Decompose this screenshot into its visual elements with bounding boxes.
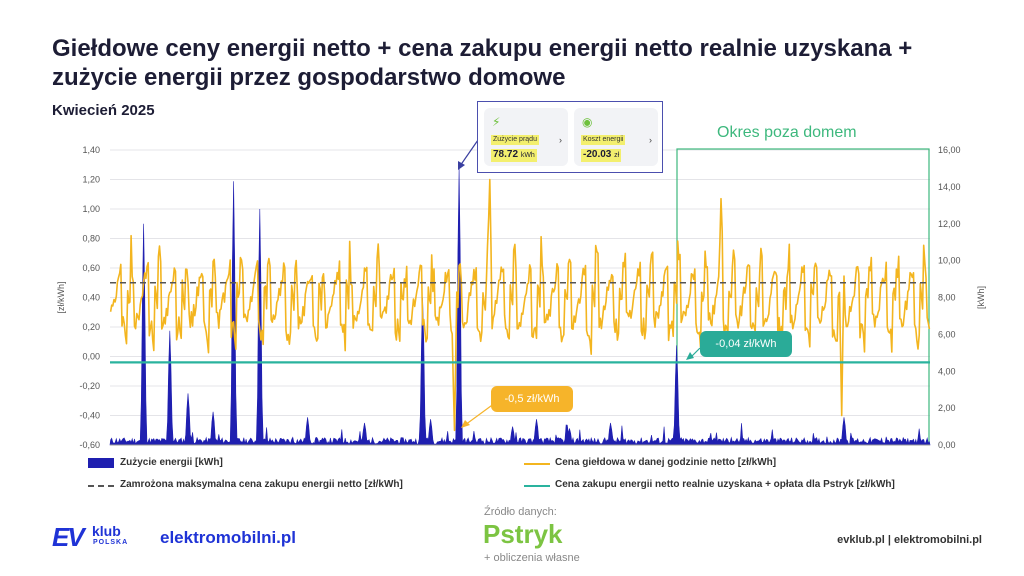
- legend-swatch-real: [524, 485, 550, 487]
- away-zone: [676, 148, 930, 445]
- left-tick-label: -0,40: [79, 411, 100, 421]
- chevron-right-icon: ›: [559, 135, 562, 145]
- cost-value: -20.03 zł: [581, 149, 622, 162]
- legend-real: Cena zakupu energii netto realnie uzyska…: [555, 479, 895, 490]
- coins-icon: ◉: [582, 115, 593, 129]
- pstryk-logo: Pstryk: [483, 519, 563, 549]
- left-tick-label: -0,60: [79, 440, 100, 450]
- consumption-bars: [109, 168, 931, 446]
- price-lines: [109, 139, 931, 432]
- elektromobilni-logo[interactable]: elektromobilni.pl: [160, 528, 297, 547]
- left-tick-label: -0,20: [79, 381, 100, 391]
- cost-card[interactable]: ◉ Koszt energii › -20.03 zł: [574, 108, 658, 166]
- left-tick-label: 0,60: [82, 263, 100, 273]
- consumption-value: 78.72 kWh: [491, 149, 537, 162]
- left-tick-label: 0,00: [82, 352, 100, 362]
- legend-swatch-spot: [524, 463, 550, 465]
- legend-consumption: Zużycie energii [kWh]: [120, 457, 223, 468]
- ev-klub-text: klub: [92, 523, 121, 539]
- axes: -0,60 -0,40 -0,20 0,00 0,20 0,40 0,60 0,80 1,00 1…: [56, 145, 986, 450]
- source-label: Źródło danych:: [484, 506, 557, 518]
- chevron-right-icon: ›: [649, 135, 652, 145]
- right-tick-label: 16,00: [938, 145, 961, 155]
- left-axis-label: [zł/kWh]: [56, 281, 66, 313]
- orange-arrow: [464, 402, 496, 426]
- legend-spot: Cena giełdowa w danej godzinie netto [zł…: [555, 457, 777, 468]
- left-tick-label: 1,20: [82, 175, 100, 185]
- orange-price-badge: -0,5 zł/kWh: [491, 386, 573, 412]
- consumption-label: Zużycie prądu: [491, 135, 539, 145]
- legend-swatch-consumption: [88, 458, 114, 468]
- cost-label: Koszt energii: [581, 135, 626, 145]
- away-zone-label: Okres poza domem: [717, 124, 857, 141]
- legend-frozen: Zamrożona maksymalna cena zakupu energii…: [120, 479, 403, 490]
- right-tick-label: 10,00: [938, 256, 961, 266]
- consumption-area: [109, 168, 931, 446]
- callout-arrow: [459, 139, 479, 167]
- page-title: Giełdowe ceny energii netto + cena zakup…: [52, 35, 913, 91]
- right-tick-label: 4,00: [938, 366, 956, 376]
- left-tick-label: 1,40: [82, 145, 100, 155]
- left-tick-label: 1,00: [82, 204, 100, 214]
- right-tick-label: 6,00: [938, 329, 956, 339]
- legend-swatch-frozen: [88, 485, 114, 487]
- teal-price-badge: -0,04 zł/kWh: [700, 331, 792, 357]
- spot-price-line: [109, 178, 931, 432]
- ev-mark: EV: [52, 522, 85, 552]
- consumption-card[interactable]: ⚡︎ Zużycie prądu › 78.72 kWh: [484, 108, 568, 166]
- footer-links[interactable]: evklub.pl | elektromobilni.pl: [837, 534, 982, 546]
- away-zone-rect: [676, 148, 930, 445]
- left-tick-label: 0,80: [82, 234, 100, 244]
- teal-arrow-head: [686, 352, 694, 360]
- chart: -0,60 -0,40 -0,20 0,00 0,20 0,40 0,60 0,80 1,00 1…: [56, 139, 986, 450]
- right-axis-label: [kWh]: [976, 286, 986, 309]
- stats-callout: ⚡︎ Zużycie prądu › 78.72 kWh ◉ Koszt ene…: [477, 101, 663, 173]
- right-tick-label: 12,00: [938, 219, 961, 229]
- right-tick-label: 2,00: [938, 403, 956, 413]
- left-tick-label: 0,40: [82, 293, 100, 303]
- page-subtitle: Kwiecień 2025: [52, 102, 155, 119]
- right-tick-label: 8,00: [938, 293, 956, 303]
- lightning-icon: ⚡︎: [492, 115, 501, 129]
- right-tick-label: 0,00: [938, 440, 956, 450]
- left-tick-label: 0,20: [82, 322, 100, 332]
- own-calc-note: + obliczenia własne: [484, 552, 580, 564]
- ev-polska-text: POLSKA: [93, 539, 129, 546]
- callout-arrow-head: [458, 161, 465, 170]
- orange-arrow-head: [461, 420, 470, 428]
- right-tick-label: 14,00: [938, 182, 961, 192]
